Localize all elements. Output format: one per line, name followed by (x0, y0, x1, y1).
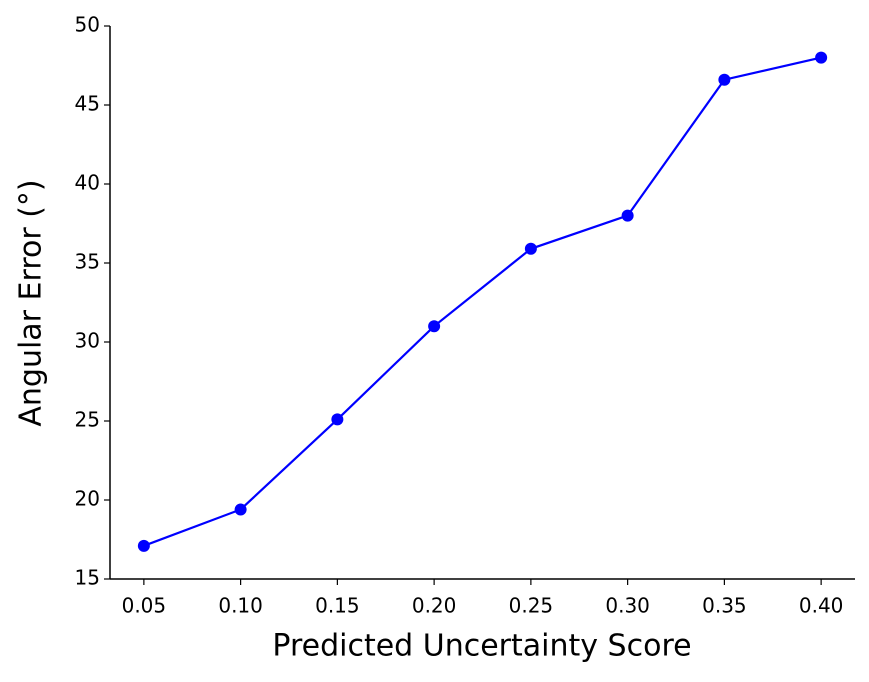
x-tick-label: 0.35 (702, 594, 747, 618)
point (815, 51, 828, 64)
point (137, 539, 150, 552)
y-tick-label: 15 (75, 566, 100, 590)
point (718, 73, 731, 86)
y-tick-label: 25 (75, 408, 100, 432)
x-tick-label: 0.15 (315, 594, 360, 618)
x-tick-label: 0.05 (122, 594, 167, 618)
y-tick-label: 50 (75, 13, 100, 37)
point (524, 242, 537, 255)
point (621, 209, 634, 222)
x-tick-label: 0.30 (605, 594, 650, 618)
y-tick-label: 45 (75, 92, 100, 116)
x-tick-label: 0.10 (218, 594, 263, 618)
line (143, 56, 822, 547)
y-tick-label: 30 (75, 329, 100, 353)
y-tick-label: 35 (75, 250, 100, 274)
y-axis-label: Angular Error (°) (14, 179, 49, 426)
y-tick-label: 20 (75, 487, 100, 511)
x-tick-label: 0.20 (412, 594, 457, 618)
y-tick-label: 40 (75, 171, 100, 195)
x-axis-label: Predicted Uncertainty Score (272, 629, 691, 664)
point (234, 503, 247, 516)
x-tick-label: 0.25 (509, 594, 554, 618)
point (428, 320, 441, 333)
point (331, 413, 344, 426)
x-tick-label: 0.40 (799, 594, 844, 618)
